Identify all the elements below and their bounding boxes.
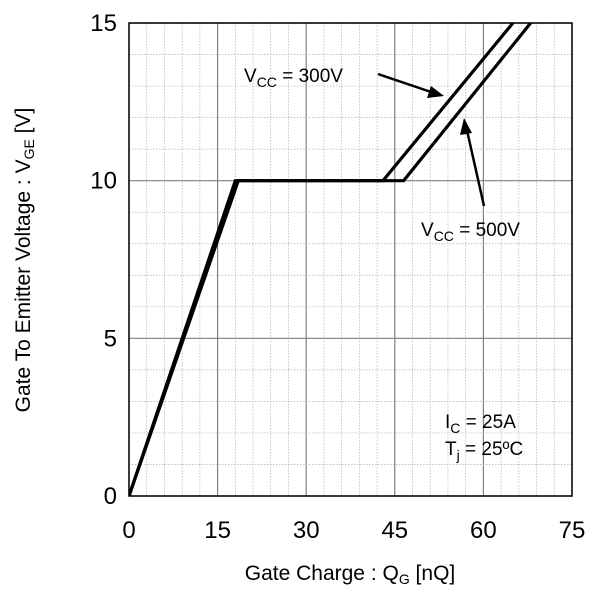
arrow-300v-head <box>427 86 444 98</box>
x-tick-label: 30 <box>293 517 320 544</box>
annotation-vcc-500v: VCC = 500V <box>421 220 520 244</box>
plot-frame <box>128 22 573 497</box>
arrow-500v-head <box>460 118 472 135</box>
y-tick-label: 5 <box>104 325 117 352</box>
annotation-vcc-300v: VCC = 300V <box>244 66 343 90</box>
x-tick-label: 75 <box>559 517 586 544</box>
x-axis-title: Gate Charge : QG [nQ] <box>245 562 456 587</box>
arrow-300v <box>377 72 438 96</box>
annotation-arrows <box>377 72 486 207</box>
x-tick-label: 0 <box>122 517 135 544</box>
x-tick-label: 45 <box>381 517 408 544</box>
x-tick-label: 60 <box>470 517 497 544</box>
annotation-tj: Tj = 25ºC <box>445 439 523 463</box>
x-tick-label: 15 <box>204 517 231 544</box>
series <box>129 23 532 496</box>
y-tick-label: 15 <box>90 10 117 37</box>
arrow-500v <box>464 125 486 207</box>
y-axis-title: Gate To Emitter Voltage : VGE [V] <box>12 108 37 413</box>
y-tick-label: 0 <box>104 483 117 510</box>
y-tick-label: 10 <box>90 168 117 195</box>
series-line-vcc-500v <box>129 23 532 496</box>
tick-labels: 0 15 30 45 60 75 0 5 10 15 <box>90 10 585 544</box>
annotation-ic: IC = 25A <box>445 412 516 436</box>
